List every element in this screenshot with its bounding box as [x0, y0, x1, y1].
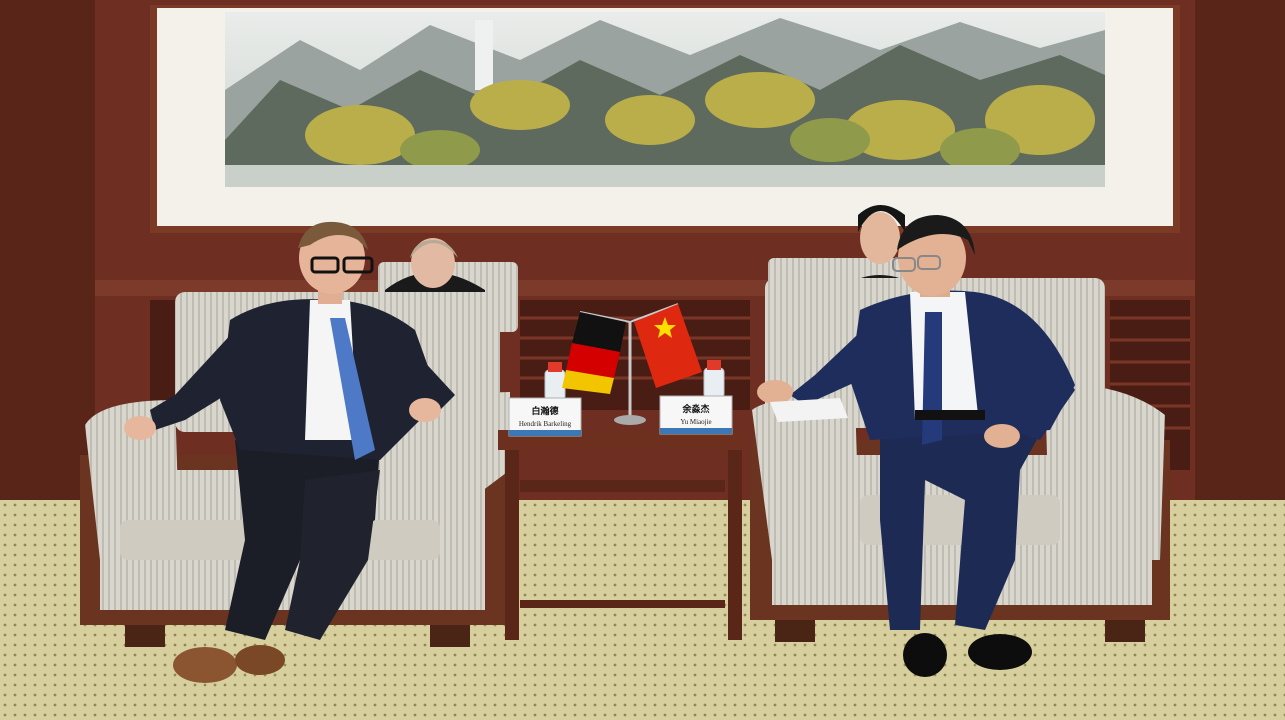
name-card-left: 白瀚德 Hendrik Barkeling [508, 397, 582, 437]
name-card-right-latin: Yu Miaojie [680, 418, 711, 426]
germany-flag [562, 312, 626, 394]
flag-stand [579, 303, 679, 425]
man-right [757, 215, 1075, 677]
name-card-left-latin: Hendrik Barkeling [519, 420, 572, 428]
name-card-right-chinese: 余淼杰 [681, 403, 709, 415]
name-card-right: 余淼杰 Yu Miaojie [659, 395, 733, 435]
man-left [124, 221, 455, 683]
china-flag [634, 304, 702, 388]
wall-left-panel [0, 0, 95, 520]
landscape-painting [150, 5, 1180, 233]
wall-right-panel [1195, 0, 1285, 520]
name-card-left-chinese: 白瀚德 [531, 405, 558, 417]
water-bottle-right [703, 360, 725, 399]
water-bottle-left [544, 362, 566, 401]
